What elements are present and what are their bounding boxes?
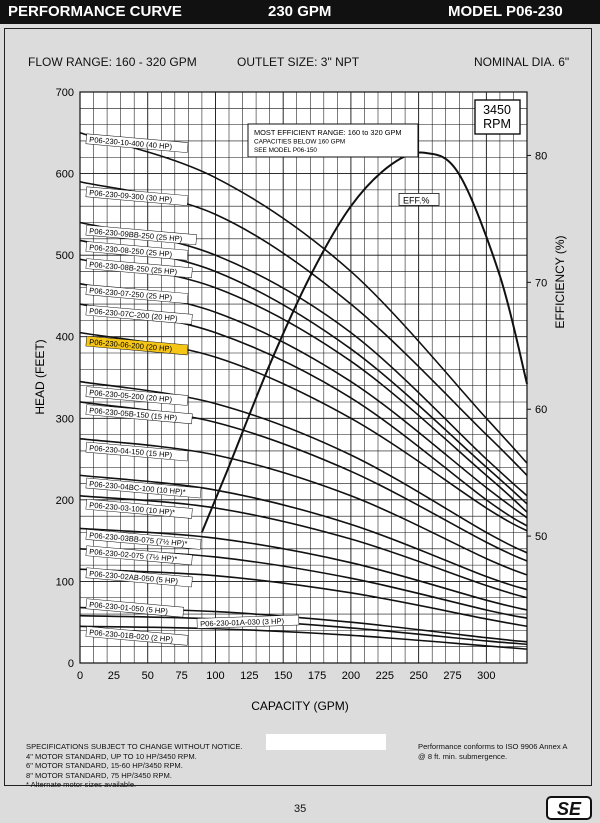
pump-curve bbox=[79, 625, 528, 650]
efficiency-curve bbox=[200, 151, 528, 533]
nominal-diameter: NOMINAL DIA. 6" bbox=[474, 55, 570, 69]
y-tick-label: 0 bbox=[68, 658, 74, 670]
x-tick-label: 275 bbox=[443, 670, 461, 682]
flow-range: FLOW RANGE: 160 - 320 GPM bbox=[28, 55, 197, 69]
efficiency-note: MOST EFFICIENT RANGE: 160 to 320 GPM CAPA… bbox=[247, 123, 419, 158]
x-tick-label: 200 bbox=[342, 670, 360, 682]
page-number: 35 bbox=[294, 803, 307, 815]
curve-label-box bbox=[85, 545, 193, 566]
curve-label-box bbox=[85, 477, 202, 499]
x-tick-label: 250 bbox=[409, 670, 427, 682]
x-tick-label: 300 bbox=[477, 670, 495, 682]
y-tick-label: 500 bbox=[56, 250, 74, 262]
axes: 0 25 50 75 100 125 150 175 200 225 250 275 300 0 100 20… bbox=[56, 87, 548, 682]
curve-label-box bbox=[85, 386, 189, 406]
efficiency-label-group: EFF.% bbox=[398, 192, 440, 206]
outlet-size: OUTLET SIZE: 3" NPT bbox=[237, 55, 360, 69]
header-flow: 230 GPM bbox=[268, 3, 332, 20]
y2-tick-label: 70 bbox=[535, 277, 547, 289]
y-tick-label: 200 bbox=[56, 495, 74, 507]
y-tick-label: 600 bbox=[56, 169, 74, 181]
y2-tick-label: 80 bbox=[535, 150, 547, 162]
pump-curve bbox=[79, 568, 528, 628]
curve-label-box bbox=[85, 224, 197, 246]
y2-axis-label: EFFICIENCY (%) bbox=[553, 235, 567, 328]
curve-label-box bbox=[196, 614, 300, 629]
x-tick-label: 100 bbox=[206, 670, 224, 682]
y-tick-label: 700 bbox=[56, 87, 74, 99]
note-line: CAPACITIES BELOW 160 GPM bbox=[254, 139, 345, 146]
x-tick-label: 50 bbox=[142, 670, 154, 682]
footer-notes: SPECIFICATIONS SUBJECT TO CHANGE WITHOUT… bbox=[26, 742, 243, 789]
x-tick-label: 0 bbox=[77, 670, 83, 682]
curve-label-box bbox=[85, 498, 193, 519]
x-tick-label: 150 bbox=[274, 670, 292, 682]
y2-tick-label: 60 bbox=[535, 404, 547, 416]
pump-curve bbox=[79, 132, 528, 464]
curve-label-box bbox=[85, 404, 193, 425]
footer-iso: Performance conforms to ISO 9906 Annex A… bbox=[418, 742, 568, 761]
curve-label-box bbox=[85, 567, 193, 588]
x-axis-label: CAPACITY (GPM) bbox=[251, 699, 349, 713]
blank-box bbox=[266, 734, 386, 750]
header-model: MODEL P06-230 bbox=[448, 3, 563, 20]
curve-label-group: P06-230-01A-030 (3 HP) bbox=[196, 614, 300, 629]
x-tick-label: 225 bbox=[376, 670, 394, 682]
pump-curve bbox=[79, 437, 528, 576]
pump-curve bbox=[79, 474, 528, 591]
y-tick-label: 400 bbox=[56, 332, 74, 344]
x-tick-label: 125 bbox=[240, 670, 258, 682]
rpm-text: RPM bbox=[483, 117, 511, 131]
curve-label-box bbox=[85, 598, 184, 618]
y-tick-label: 300 bbox=[56, 413, 74, 425]
note-line: MOST EFFICIENT RANGE: 160 to 320 GPM bbox=[254, 128, 402, 137]
x-tick-label: 75 bbox=[175, 670, 187, 682]
pump-curve bbox=[79, 380, 528, 554]
curve-label-box bbox=[85, 258, 193, 279]
curve-label-box bbox=[85, 284, 189, 304]
pump-curve bbox=[79, 494, 528, 599]
curve-label-box bbox=[85, 441, 189, 462]
brand-logo: SE bbox=[546, 796, 592, 820]
curve-label: P06-230-01A-030 (3 HP) bbox=[200, 616, 285, 628]
curve-label-box bbox=[85, 186, 189, 206]
curve-label-box bbox=[85, 304, 193, 325]
note-box bbox=[247, 123, 419, 158]
rpm-text: 3450 bbox=[483, 103, 511, 117]
curve-label-box bbox=[85, 626, 189, 646]
y2-tick-label: 50 bbox=[535, 531, 547, 543]
efficiency-label: EFF.% bbox=[403, 195, 430, 205]
y-axis-label: HEAD (FEET) bbox=[33, 339, 47, 414]
header-title: PERFORMANCE CURVE bbox=[8, 3, 182, 20]
x-tick-label: 175 bbox=[308, 670, 326, 682]
plot-area bbox=[79, 91, 528, 664]
header-bar: PERFORMANCE CURVE 230 GPM MODEL P06-230 bbox=[0, 0, 600, 24]
efficiency-label-box bbox=[398, 192, 440, 206]
curve-label-box bbox=[85, 241, 189, 261]
y-tick-label: 100 bbox=[56, 576, 74, 588]
note-line: SEE MODEL P06-150 bbox=[254, 147, 317, 154]
pump-curve bbox=[79, 614, 528, 646]
x-tick-label: 25 bbox=[108, 670, 120, 682]
rpm-frame bbox=[474, 99, 521, 135]
pump-curve bbox=[79, 527, 528, 611]
curve-label-box bbox=[85, 133, 189, 153]
curve-label-box bbox=[85, 529, 202, 550]
curve-label-box bbox=[85, 335, 189, 356]
